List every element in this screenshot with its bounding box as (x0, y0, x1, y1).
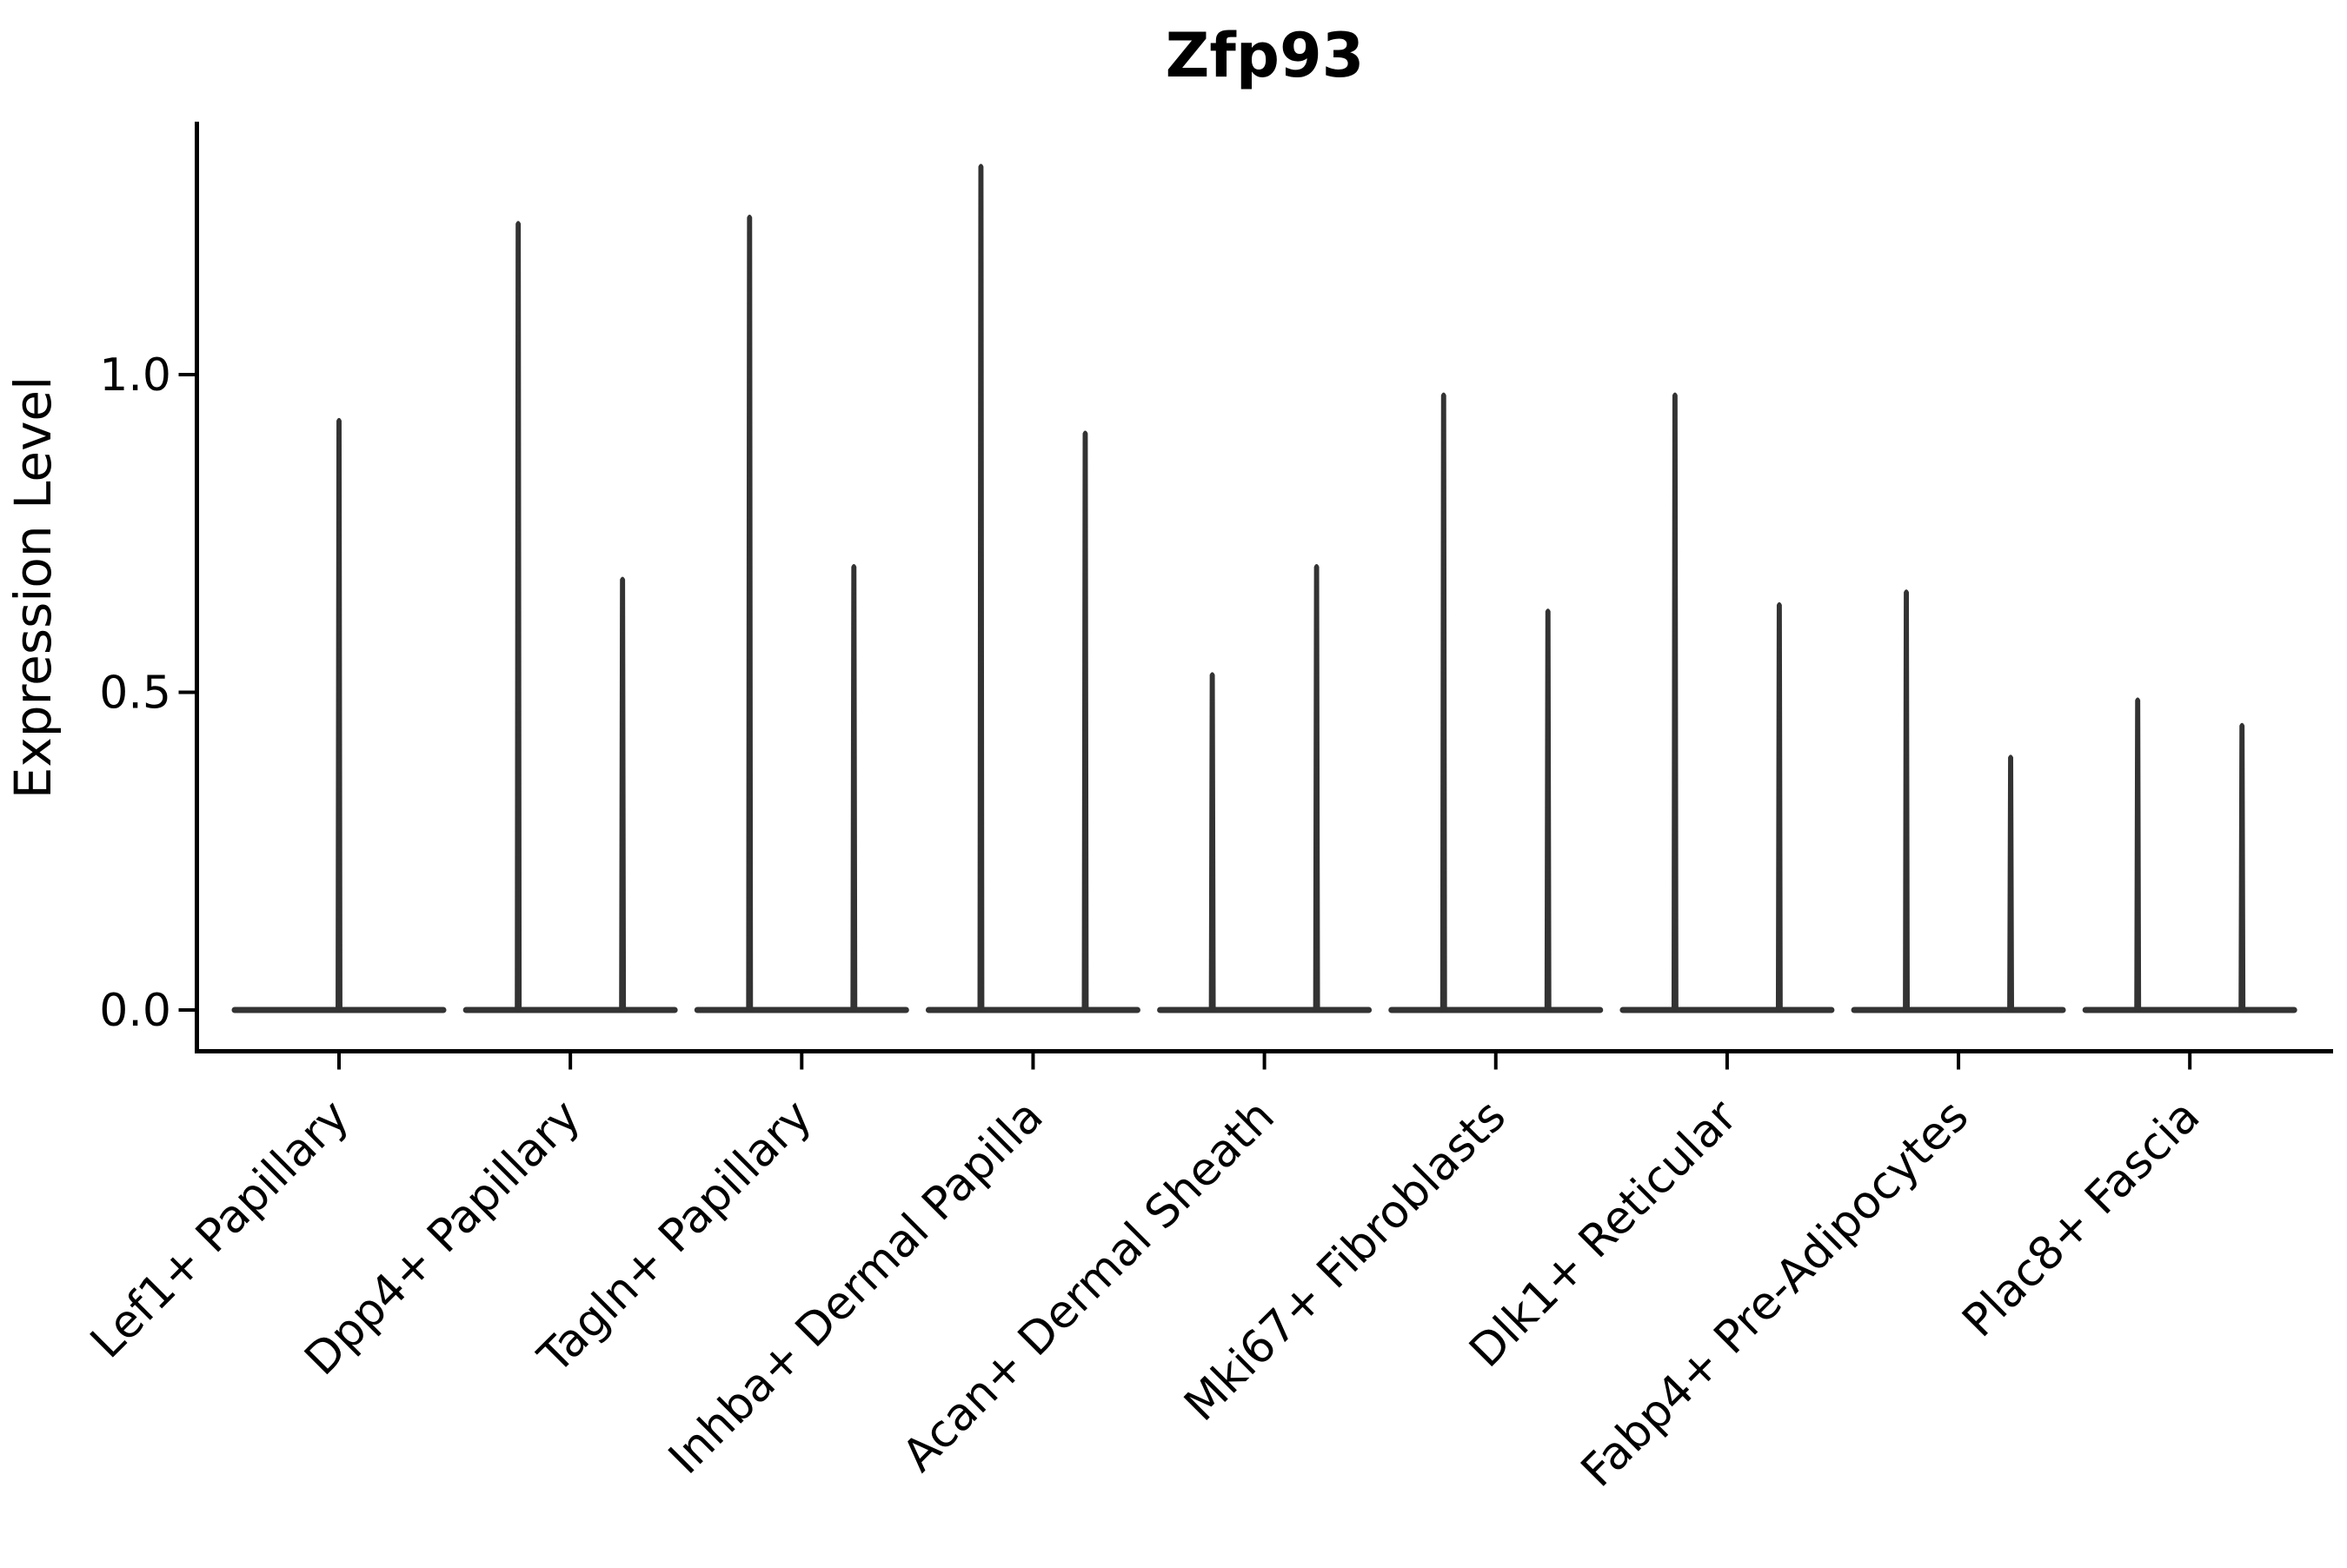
chart-title: Zfp93 (1166, 20, 1365, 91)
violin-group (925, 163, 1140, 1013)
violin-spike (619, 576, 627, 1012)
violins-layer (231, 163, 2297, 1013)
violin-spike (336, 417, 342, 1012)
violin-spike (1081, 430, 1089, 1012)
violin-group (1157, 564, 1373, 1013)
violin-spike (1313, 564, 1320, 1012)
x-tick-label: Inhba+ Dermal Papilla (659, 1090, 1053, 1484)
violin-spike (1439, 392, 1447, 1012)
y-tick-label: 0.0 (99, 985, 171, 1037)
violin-spike (515, 221, 522, 1012)
violin-group (694, 215, 909, 1013)
violin-group (1851, 589, 2066, 1013)
axes-layer (178, 122, 2333, 1070)
violin-spike (746, 215, 754, 1012)
x-tick-label: Plac8+ Fascia (1953, 1090, 2211, 1347)
y-tick-label: 1.0 (99, 349, 171, 402)
violin-group (2082, 697, 2297, 1013)
violin-spike (1208, 672, 1216, 1012)
x-tick-label: Fabp4+ Pre-Adipocytes (1572, 1090, 1978, 1497)
violin-spike (850, 564, 858, 1012)
y-axis-label: Expression Level (3, 376, 63, 799)
violin-spike (1903, 589, 1910, 1012)
x-tick-label: Acan+ Dermal Sheath (893, 1090, 1285, 1482)
violin-spike (1671, 392, 1679, 1012)
violin-group (1388, 392, 1604, 1013)
violin-group (1619, 392, 1835, 1013)
violin-group (462, 221, 678, 1013)
violin-spike (2134, 697, 2142, 1012)
violin-spike (1775, 601, 1783, 1012)
violin-spike (2007, 754, 2014, 1012)
violin-spike (977, 163, 985, 1012)
violin-group (231, 417, 447, 1013)
y-tick-label: 0.5 (99, 668, 171, 720)
violin-spike (1544, 608, 1552, 1012)
violin-spike (2238, 722, 2246, 1012)
